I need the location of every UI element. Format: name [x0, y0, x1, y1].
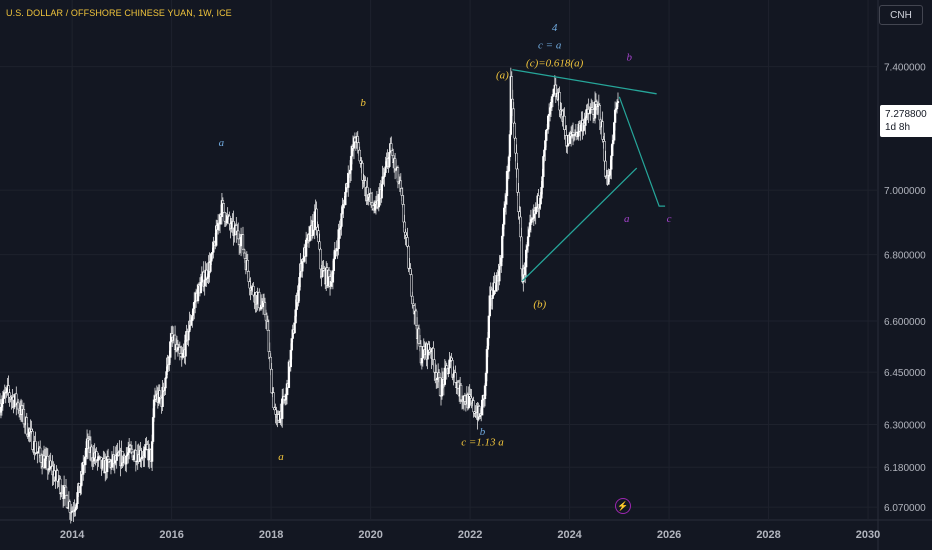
- bar-countdown: 1d 8h: [885, 122, 911, 133]
- wave-label: b: [360, 97, 366, 109]
- candle-series: [0, 67, 620, 524]
- candle-body: [340, 213, 343, 227]
- candle-body: [512, 108, 515, 124]
- candle-body: [472, 400, 475, 413]
- candle-body: [513, 122, 516, 139]
- y-tick-label: 6.600000: [884, 317, 926, 328]
- x-tick-label: 2030: [856, 529, 880, 541]
- candle-body: [241, 234, 245, 250]
- candle-body: [501, 235, 504, 259]
- last-price-tag: 7.278800 1d 8h: [880, 105, 932, 137]
- trendline: [521, 167, 638, 282]
- wave-label: c =1.13 a: [461, 437, 504, 449]
- trendline: [512, 68, 657, 95]
- candle-body: [616, 101, 620, 103]
- wave-label: (b): [533, 299, 546, 311]
- candle-body: [246, 260, 249, 272]
- last-price: 7.278800: [885, 109, 927, 120]
- candle-body: [222, 203, 226, 213]
- candle-body: [545, 129, 548, 141]
- wave-label: c: [667, 213, 672, 225]
- y-tick-label: 6.800000: [884, 251, 926, 262]
- x-tick-label: 2022: [458, 529, 482, 541]
- y-tick-label: 7.400000: [884, 63, 926, 74]
- y-tick-label: 6.180000: [884, 463, 926, 474]
- candle-body: [384, 166, 387, 173]
- x-tick-label: 2020: [358, 529, 382, 541]
- candle-body: [150, 441, 154, 462]
- y-tick-label: 6.070000: [884, 503, 926, 514]
- candle-body: [487, 315, 490, 339]
- x-tick-label: 2026: [657, 529, 681, 541]
- y-axis: 7.400000 7.000000 6.800000 6.600000 6.450000…: [884, 63, 926, 515]
- y-tick-label: 6.300000: [884, 420, 926, 431]
- candle-body: [293, 322, 296, 334]
- x-axis: 2014 2016 2018 2020 2022 2024 2026 2028 2030: [60, 529, 880, 541]
- wave-label: a: [278, 451, 284, 463]
- candle-body: [203, 279, 206, 287]
- x-tick-label: 2028: [756, 529, 780, 541]
- wave-label: c = a: [538, 40, 562, 52]
- candle-body: [388, 152, 391, 167]
- lightning-icon[interactable]: ⚡: [615, 498, 631, 514]
- candle-body: [454, 372, 457, 383]
- candle-body: [412, 303, 415, 306]
- chart-title: U.S. DOLLAR / OFFSHORE CHINESE YUAN, 1W,…: [6, 8, 232, 18]
- candle-body: [221, 200, 225, 204]
- trendlines: [512, 68, 666, 282]
- candle-body: [520, 236, 523, 270]
- candle-body: [169, 341, 172, 358]
- projection-path: [618, 96, 666, 207]
- wave-label: a: [219, 137, 225, 149]
- x-tick-label: 2016: [159, 529, 183, 541]
- wave-label: b: [627, 52, 633, 64]
- candle-body: [187, 331, 190, 341]
- wave-label: (c)=0.618(a): [526, 58, 584, 70]
- x-tick-label: 2014: [60, 529, 85, 541]
- wave-label: 4: [552, 22, 558, 34]
- wave-label: b: [480, 426, 486, 438]
- x-tick-label: 2024: [557, 529, 582, 541]
- candle-body: [445, 365, 448, 369]
- candle-body: [332, 258, 336, 271]
- candle-body: [508, 134, 512, 158]
- candle-body: [65, 495, 69, 508]
- x-tick-label: 2018: [259, 529, 283, 541]
- candle-body: [132, 455, 136, 460]
- y-tick-label: 7.000000: [884, 186, 926, 197]
- y-tick-label: 6.450000: [884, 368, 926, 379]
- wave-label: a: [624, 213, 630, 225]
- candle-body: [526, 236, 530, 247]
- currency-badge[interactable]: CNH: [879, 5, 923, 25]
- candle-body: [164, 377, 167, 389]
- candle-body: [447, 367, 450, 374]
- candle-body: [272, 392, 275, 409]
- wave-label: (a): [496, 70, 509, 82]
- candle-body: [258, 292, 261, 309]
